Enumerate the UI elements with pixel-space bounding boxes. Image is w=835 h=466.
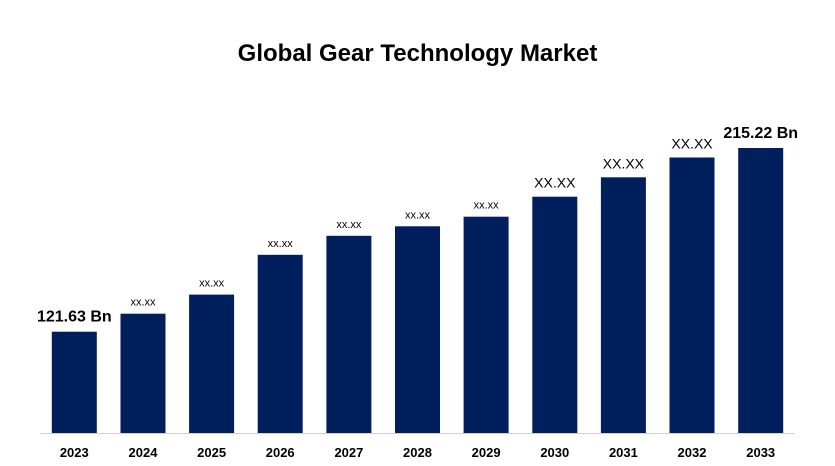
bar-2023	[51, 331, 97, 433]
bar-2026	[257, 254, 303, 433]
bar-2030	[532, 196, 578, 433]
x-tick-2030: 2030	[540, 445, 569, 460]
bar-2027	[326, 235, 372, 433]
data-label-2023: 121.63 Bn	[37, 309, 112, 326]
data-label-2027: xx.xx	[336, 219, 362, 231]
x-tick-2028: 2028	[403, 445, 432, 460]
x-tick-2032: 2032	[678, 445, 707, 460]
data-label-2028: xx.xx	[405, 209, 431, 221]
data-label-2026: xx.xx	[268, 238, 294, 250]
data-label-2030: XX.XX	[534, 175, 576, 191]
bar-2029	[463, 216, 509, 433]
x-tick-2026: 2026	[266, 445, 295, 460]
x-tick-labels-group: 2023 2024 2025 2026 2027 2028 2029 2030 2031 2032…	[60, 445, 775, 460]
data-label-2033: 215.22 Bn	[723, 125, 798, 142]
x-tick-2027: 2027	[334, 445, 363, 460]
x-tick-2031: 2031	[609, 445, 638, 460]
bar-2032	[669, 157, 715, 433]
x-tick-2025: 2025	[197, 445, 226, 460]
x-tick-2029: 2029	[472, 445, 501, 460]
chart-title: Global Gear Technology Market	[237, 40, 598, 67]
x-tick-2023: 2023	[60, 445, 89, 460]
bar-2031	[600, 177, 646, 433]
data-label-2025: xx.xx	[199, 278, 225, 290]
data-label-2029: xx.xx	[474, 200, 500, 212]
data-label-2031: XX.XX	[603, 155, 645, 171]
x-tick-2024: 2024	[129, 445, 159, 460]
bar-2025	[189, 294, 235, 433]
bar-2024	[120, 313, 166, 433]
x-tick-2033: 2033	[746, 445, 775, 460]
bar-2033	[738, 148, 784, 433]
data-label-2032: XX.XX	[671, 136, 713, 152]
data-labels-group: 121.63 Bn xx.xx xx.xx xx.xx xx.xx xx.xx xx.xx X…	[37, 125, 798, 326]
bars-group	[51, 148, 784, 433]
bar-2028	[395, 226, 440, 433]
data-label-2024: xx.xx	[130, 297, 156, 309]
